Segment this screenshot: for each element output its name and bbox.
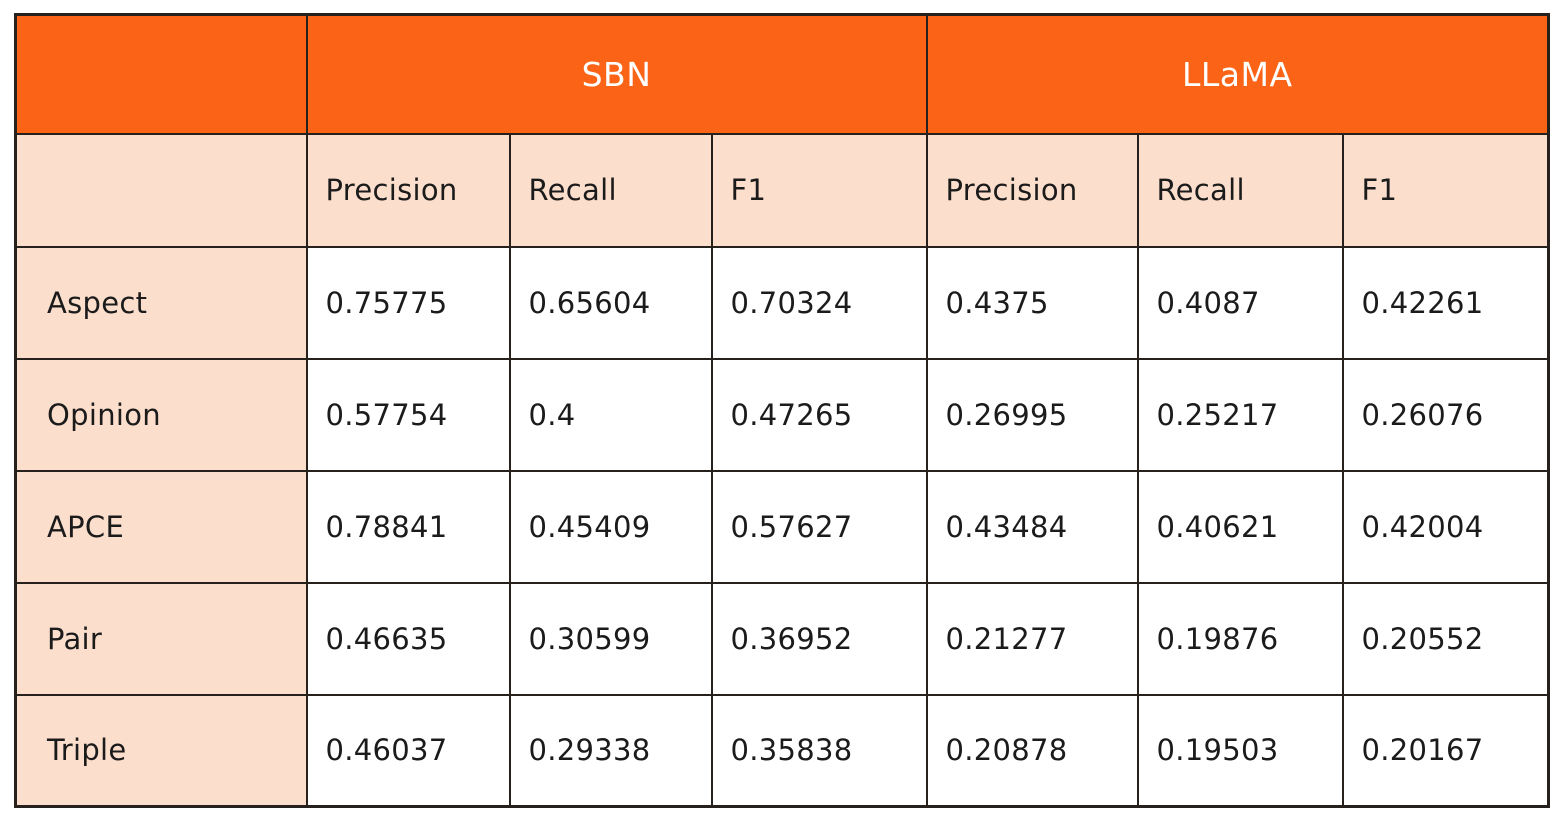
group-header-row: SBN LLaMA	[14, 13, 1550, 135]
group-header-sbn: SBN	[305, 13, 928, 135]
table-row: APCE 0.78841 0.45409 0.57627 0.43484 0.40621 0…	[14, 469, 1550, 584]
value-cell: 0.30599	[508, 581, 713, 696]
value-cell: 0.21277	[925, 581, 1139, 696]
col-header-llama-recall: Recall	[1136, 132, 1344, 248]
value-cell: 0.40621	[1136, 469, 1344, 584]
metrics-table: SBN LLaMA Precision Recall F1 Precision …	[14, 13, 1551, 808]
group-header-llama: LLaMA	[925, 13, 1550, 135]
row-label-apce: APCE	[14, 469, 308, 584]
col-header-sbn-precision: Precision	[305, 132, 511, 248]
row-label-header-cell	[14, 132, 308, 248]
row-label-opinion: Opinion	[14, 357, 308, 472]
value-cell: 0.57754	[305, 357, 511, 472]
table-row: Pair 0.46635 0.30599 0.36952 0.21277 0.19876 0…	[14, 581, 1550, 696]
value-cell: 0.19503	[1136, 693, 1344, 808]
table-row: Opinion 0.57754 0.4 0.47265 0.26995 0.25217 0.…	[14, 357, 1550, 472]
value-cell: 0.25217	[1136, 357, 1344, 472]
value-cell: 0.20552	[1341, 581, 1550, 696]
value-cell: 0.45409	[508, 469, 713, 584]
value-cell: 0.26076	[1341, 357, 1550, 472]
metric-header-row: Precision Recall F1 Precision Recall F1	[14, 132, 1550, 248]
value-cell: 0.75775	[305, 245, 511, 360]
corner-cell	[14, 13, 308, 135]
value-cell: 0.20878	[925, 693, 1139, 808]
value-cell: 0.47265	[710, 357, 928, 472]
value-cell: 0.35838	[710, 693, 928, 808]
col-header-llama-precision: Precision	[925, 132, 1139, 248]
value-cell: 0.57627	[710, 469, 928, 584]
value-cell: 0.46635	[305, 581, 511, 696]
value-cell: 0.4087	[1136, 245, 1344, 360]
value-cell: 0.70324	[710, 245, 928, 360]
value-cell: 0.4375	[925, 245, 1139, 360]
row-label-pair: Pair	[14, 581, 308, 696]
value-cell: 0.42261	[1341, 245, 1550, 360]
value-cell: 0.20167	[1341, 693, 1550, 808]
col-header-llama-f1: F1	[1341, 132, 1550, 248]
value-cell: 0.29338	[508, 693, 713, 808]
value-cell: 0.26995	[925, 357, 1139, 472]
value-cell: 0.78841	[305, 469, 511, 584]
value-cell: 0.65604	[508, 245, 713, 360]
value-cell: 0.19876	[1136, 581, 1344, 696]
value-cell: 0.42004	[1341, 469, 1550, 584]
table-row: Triple 0.46037 0.29338 0.35838 0.20878 0.1950…	[14, 693, 1550, 808]
col-header-sbn-f1: F1	[710, 132, 928, 248]
row-label-aspect: Aspect	[14, 245, 308, 360]
value-cell: 0.46037	[305, 693, 511, 808]
row-label-triple: Triple	[14, 693, 308, 808]
table-row: Aspect 0.75775 0.65604 0.70324 0.4375 0.4087 0…	[14, 245, 1550, 360]
value-cell: 0.43484	[925, 469, 1139, 584]
col-header-sbn-recall: Recall	[508, 132, 713, 248]
value-cell: 0.36952	[710, 581, 928, 696]
value-cell: 0.4	[508, 357, 713, 472]
